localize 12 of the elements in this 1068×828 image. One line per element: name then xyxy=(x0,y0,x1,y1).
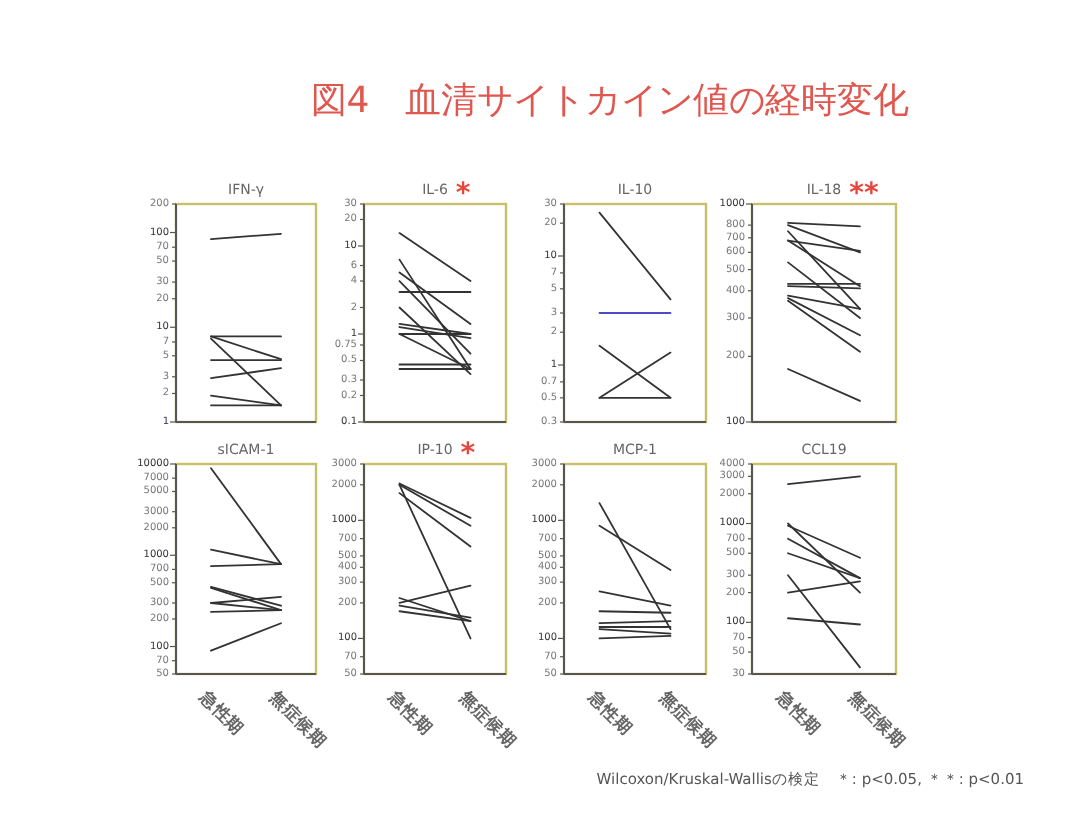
x-tick-label: 無症候期 xyxy=(452,685,521,754)
x-tick-label: 急性期 xyxy=(770,685,826,741)
annotation: ** xyxy=(849,178,880,210)
annotation: * xyxy=(455,178,472,210)
x-tick-label: 急性期 xyxy=(193,685,249,741)
annotation: * xyxy=(460,438,477,470)
x-tick-label: 無症候期 xyxy=(263,685,332,754)
x-tick-label: 急性期 xyxy=(581,685,637,741)
x-tick-label: 無症候期 xyxy=(652,685,721,754)
x-tick-label: 無症候期 xyxy=(842,685,911,754)
text: 図4 血清サイトカイン値の経時変化 xyxy=(310,80,910,122)
x-tick-label: 急性期 xyxy=(381,685,437,741)
